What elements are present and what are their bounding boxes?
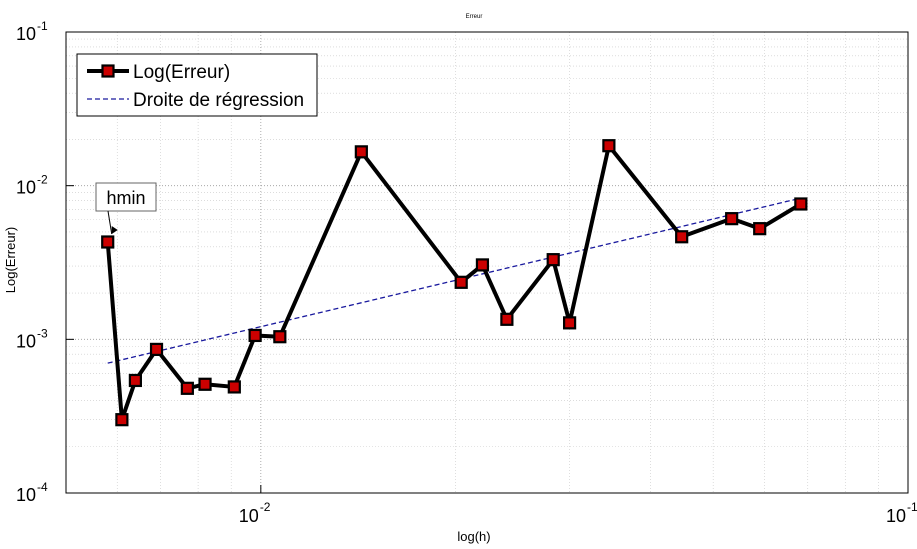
data-point xyxy=(725,212,739,226)
x-tick-exponent: -1 xyxy=(907,500,917,514)
y-tick-exponent: -2 xyxy=(37,173,48,187)
data-point xyxy=(273,330,287,344)
data-point xyxy=(101,235,115,249)
data-point xyxy=(115,413,129,427)
data-point xyxy=(475,258,490,272)
x-tick-exponent: -2 xyxy=(260,500,271,514)
legend-label-regression: Droite de régression xyxy=(133,90,304,111)
data-point xyxy=(354,145,368,159)
y-tick-exponent: -4 xyxy=(37,480,48,494)
y-axis-label: Log(Erreur) xyxy=(3,227,18,293)
legend-box xyxy=(76,53,318,117)
y-tick-label: 10 xyxy=(16,331,36,351)
hmin-arrow-head xyxy=(111,225,118,234)
data-point xyxy=(227,380,241,394)
legend: Log(Erreur) Droite de régression xyxy=(76,53,318,117)
data-point xyxy=(128,373,142,388)
data-point xyxy=(563,316,577,330)
data-point xyxy=(753,222,767,236)
regression-line xyxy=(107,197,801,364)
data-point xyxy=(180,381,194,395)
y-tick-label: 10 xyxy=(16,24,36,44)
annotations: hmin xyxy=(95,182,157,235)
x-axis-label: log(h) xyxy=(457,529,490,544)
data-point xyxy=(248,328,262,343)
ticks: 10 -410 -310 -210 -110 -2 10 -1 xyxy=(16,19,917,526)
data-point xyxy=(454,275,468,289)
plot-frame xyxy=(65,31,909,494)
data-point xyxy=(198,377,212,391)
chart-title: Erreur xyxy=(466,14,483,20)
legend-marker-error xyxy=(101,64,115,78)
data-point xyxy=(794,197,808,211)
grid xyxy=(65,32,908,494)
x-tick-label: 10 xyxy=(886,506,906,526)
legend-label-error: Log(Erreur) xyxy=(133,62,230,83)
data-point xyxy=(602,139,616,153)
y-tick-label: 10 xyxy=(16,485,36,505)
y-tick-label: 10 xyxy=(16,178,36,198)
data-point xyxy=(500,312,514,326)
error-line xyxy=(105,143,802,422)
hmin-annotation-arrow xyxy=(107,210,113,235)
hmin-annotation-box xyxy=(95,182,157,212)
series-layer xyxy=(101,139,808,427)
x-tick-label: 10 xyxy=(239,506,259,526)
y-tick-exponent: -3 xyxy=(37,326,48,340)
hmin-annotation-text: hmin xyxy=(106,188,145,208)
y-tick-exponent: -1 xyxy=(37,19,48,33)
data-point xyxy=(149,342,164,356)
data-point xyxy=(546,253,560,267)
data-point xyxy=(675,230,689,244)
